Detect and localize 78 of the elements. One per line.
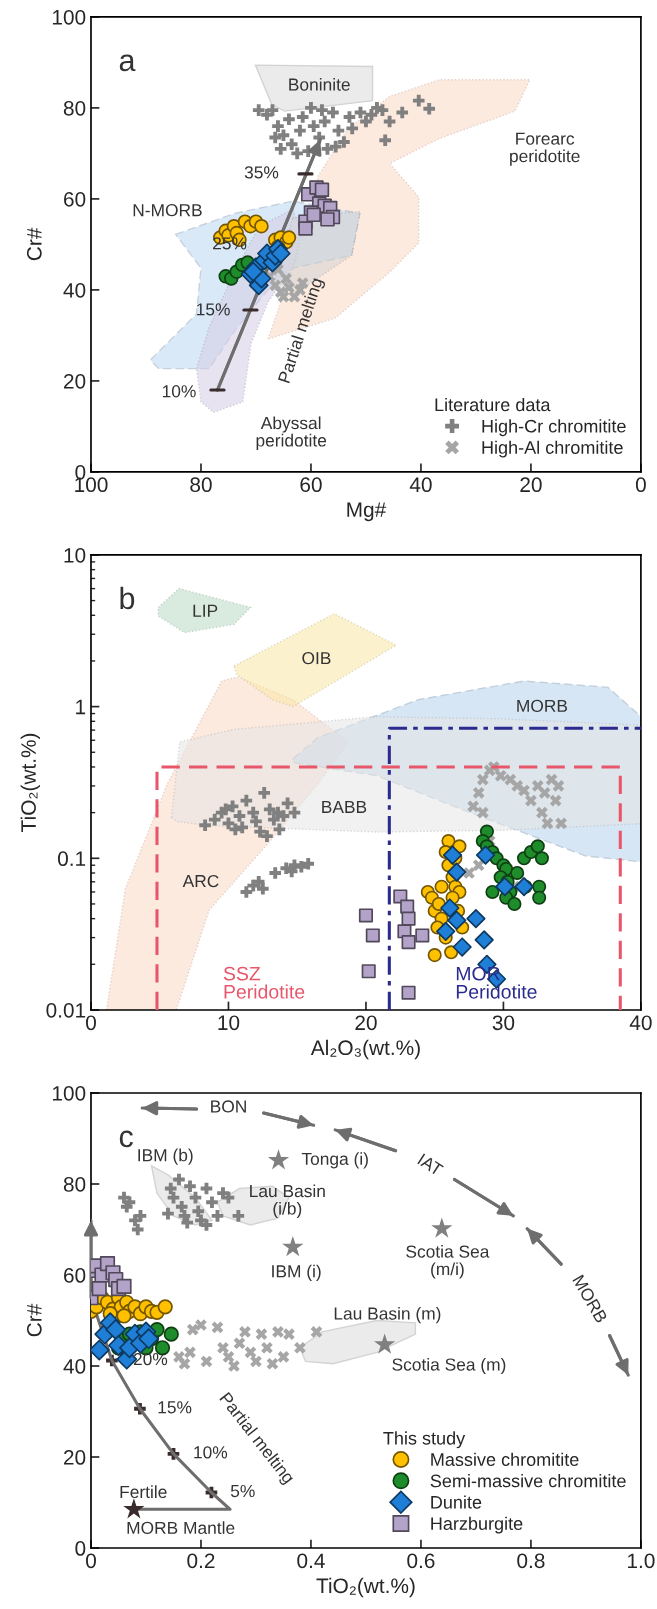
annotation: LIP — [193, 604, 218, 617]
x-axis-title: TiO₂(wt.%) — [316, 1577, 415, 1598]
annotation: 25% — [213, 237, 247, 250]
y-tick-label: 60 — [64, 1268, 86, 1283]
legend-label: Massive chromitite — [431, 1452, 579, 1466]
annotation: IBM (i) — [272, 1264, 321, 1281]
y-axis-title: TiO₂(wt.%) — [20, 733, 41, 832]
annotation: BON — [211, 1100, 246, 1113]
text: SSZ Peridotite — [223, 966, 305, 999]
x-tick-label: 80 — [190, 477, 212, 493]
x-tick-label: 40 — [409, 477, 432, 493]
x-tick-label: 20 — [355, 1015, 377, 1031]
x-tick-label: 60 — [300, 477, 322, 493]
x-tick-label: 0.4 — [297, 1553, 325, 1569]
legend-title: Literature data — [435, 397, 551, 412]
annotation: Fertile — [120, 1485, 167, 1499]
annotation: Boninite — [289, 77, 350, 91]
y-tick-label: 0.1 — [57, 851, 86, 867]
annotation: BABB — [322, 800, 367, 813]
legend-label: High-Al chromitite — [482, 440, 623, 458]
y-axis-title: Cr# — [26, 227, 42, 261]
y-tick-label: 20 — [64, 1450, 86, 1465]
x-axis-title: Al₂O₃(wt.%) — [310, 1039, 420, 1060]
x-tick-label: 1.0 — [628, 1553, 655, 1569]
y-tick-label: 100 — [52, 1085, 86, 1101]
annotation: ARC — [182, 874, 219, 888]
x-axis-title: Mg# — [347, 502, 387, 522]
annotation: 35% — [244, 166, 279, 179]
annotation: 10% — [162, 385, 196, 398]
x-tick-label: 20 — [520, 477, 542, 493]
annotation: 15% — [197, 303, 230, 316]
annotation: N-MORB — [133, 204, 202, 217]
annotation: IAT — [417, 1153, 444, 1177]
x-tick-label: 0 — [86, 1015, 96, 1031]
x-tick-label: 10 — [218, 1015, 240, 1031]
x-tick-label: 0 — [635, 477, 646, 493]
annotation: MORB — [517, 699, 568, 713]
annotation: Tonga (i) — [301, 1152, 368, 1169]
annotation: Partial melting — [277, 277, 326, 385]
x-tick-label: 0 — [86, 1553, 96, 1569]
annotation: 10% — [194, 1446, 228, 1459]
legend-label: Dunite — [431, 1495, 482, 1509]
x-tick-label: 0.8 — [517, 1553, 545, 1569]
y-tick-label: 0.01 — [46, 1002, 86, 1018]
legend-label: High-Cr chromitite — [482, 419, 626, 437]
annotation: IBM (b) — [138, 1148, 193, 1165]
y-axis-title: Cr# — [26, 1303, 42, 1337]
y-tick-label: 1 — [76, 699, 86, 715]
annotation: Abyssal peridotite — [256, 416, 327, 451]
x-tick-label: 40 — [629, 1015, 652, 1031]
legend-label: Semi-massive chromitite — [430, 1474, 626, 1488]
text: b — [120, 586, 135, 610]
text: a — [119, 54, 136, 72]
x-tick-label: 0.2 — [187, 1553, 215, 1569]
y-tick-label: 100 — [52, 9, 86, 25]
y-tick-label: 10 — [64, 547, 86, 563]
x-tick-label: 0.6 — [407, 1553, 435, 1569]
x-tick-label: 30 — [492, 1015, 515, 1031]
y-tick-label: 80 — [63, 1177, 86, 1192]
annotation: Lau Basin (i/b) — [250, 1184, 325, 1219]
y-tick-label: 40 — [63, 1359, 86, 1374]
y-tick-label: 0 — [75, 1541, 86, 1556]
y-tick-label: 20 — [64, 373, 86, 389]
y-tick-label: 80 — [63, 100, 86, 116]
annotation: 20% — [133, 1352, 168, 1366]
text: c — [119, 1130, 133, 1148]
annotation: MORB Mantle — [127, 1521, 235, 1535]
legend-label: Harzburgite — [431, 1516, 523, 1534]
annotation: Scotia Sea (m/i) — [406, 1244, 490, 1279]
y-tick-label: 60 — [64, 191, 86, 207]
y-tick-label: 40 — [63, 282, 86, 298]
annotation: Forearc peridotite — [510, 132, 580, 166]
annotation: 15% — [158, 1401, 192, 1414]
legend-title: This study — [383, 1431, 466, 1449]
annotation: Scotia Sea (m) — [392, 1357, 506, 1375]
annotation: 5% — [230, 1484, 255, 1498]
annotation: OIB — [302, 651, 331, 665]
annotation: Lau Basin (m) — [334, 1306, 441, 1324]
